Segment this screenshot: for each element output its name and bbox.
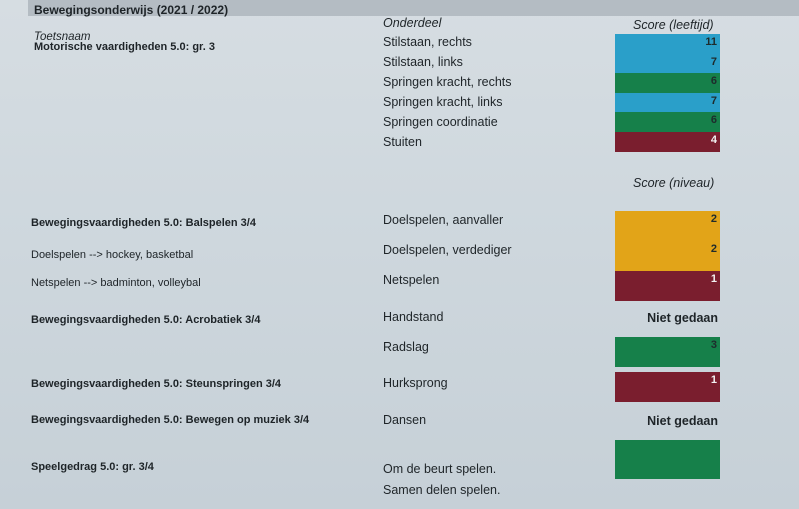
onderdeel-label: Stilstaan, rechts (383, 35, 472, 49)
onderdeel-label: Handstand (383, 310, 444, 324)
score-cell (615, 440, 720, 479)
sub-label-netspelen: Netspelen --> badminton, volleybal (31, 277, 201, 289)
onderdeel-label: Om de beurt spelen. (383, 462, 497, 476)
score-cell: 7 (615, 54, 720, 73)
onderdeel-label: Stilstaan, links (383, 55, 463, 69)
toetsnaam-header: Toetsnaam (34, 31, 91, 43)
score-cell: 6 (615, 112, 720, 132)
section-name-bewegen-op-muziek: Bewegingsvaardigheden 5.0: Bewegen op mu… (31, 414, 310, 426)
score-cell: 1 (615, 271, 720, 301)
section-name-balspelen: Bewegingsvaardigheden 5.0: Balspelen 3/4 (31, 217, 256, 229)
score-cell: 11 (615, 34, 720, 54)
onderdeel-label: Stuiten (383, 135, 422, 149)
score-niet-gedaan: Niet gedaan (647, 311, 718, 325)
score-cell: 1 (615, 372, 720, 402)
score-niveau-header: Score (niveau) (633, 176, 715, 190)
section-name-steunspringen: Bewegingsvaardigheden 5.0: Steunspringen… (31, 378, 282, 390)
onderdeel-label: Dansen (383, 413, 427, 427)
score-leeftijd-header: Score (leeftijd) (633, 18, 714, 32)
onderdeel-label: Doelspelen, aanvaller (383, 213, 504, 227)
section-name-acrobatiek: Bewegingsvaardigheden 5.0: Acrobatiek 3/… (31, 314, 261, 326)
onderdeel-label: Springen coordinatie (383, 115, 498, 129)
onderdeel-label: Springen kracht, rechts (383, 75, 512, 89)
onderdeel-label: Netspelen (383, 273, 440, 287)
score-cell: 7 (615, 93, 720, 112)
score-cell: 3 (615, 337, 720, 367)
section-name-motorische: Motorische vaardigheden 5.0: gr. 3 (34, 41, 215, 53)
onderdeel-label: Springen kracht, links (383, 95, 503, 109)
score-cell: 4 (615, 132, 720, 152)
score-cell: 2 (615, 211, 720, 241)
sub-label-doelspelen: Doelspelen --> hockey, basketbal (31, 249, 194, 261)
onderdeel-label: Samen delen spelen. (383, 483, 501, 497)
onderdeel-label: Doelspelen, verdediger (383, 243, 512, 257)
onderdeel-label: Hurksprong (383, 376, 448, 390)
score-cell: 6 (615, 73, 720, 93)
report-title: Bewegingsonderwijs (2021 / 2022) (34, 3, 229, 17)
header-bar (28, 0, 799, 16)
onderdeel-label: Radslag (383, 340, 429, 354)
onderdeel-header: Onderdeel (383, 16, 442, 30)
section-name-speelgedrag: Speelgedrag 5.0: gr. 3/4 (31, 461, 154, 473)
score-cell: 2 (615, 241, 720, 271)
score-niet-gedaan: Niet gedaan (647, 414, 718, 428)
